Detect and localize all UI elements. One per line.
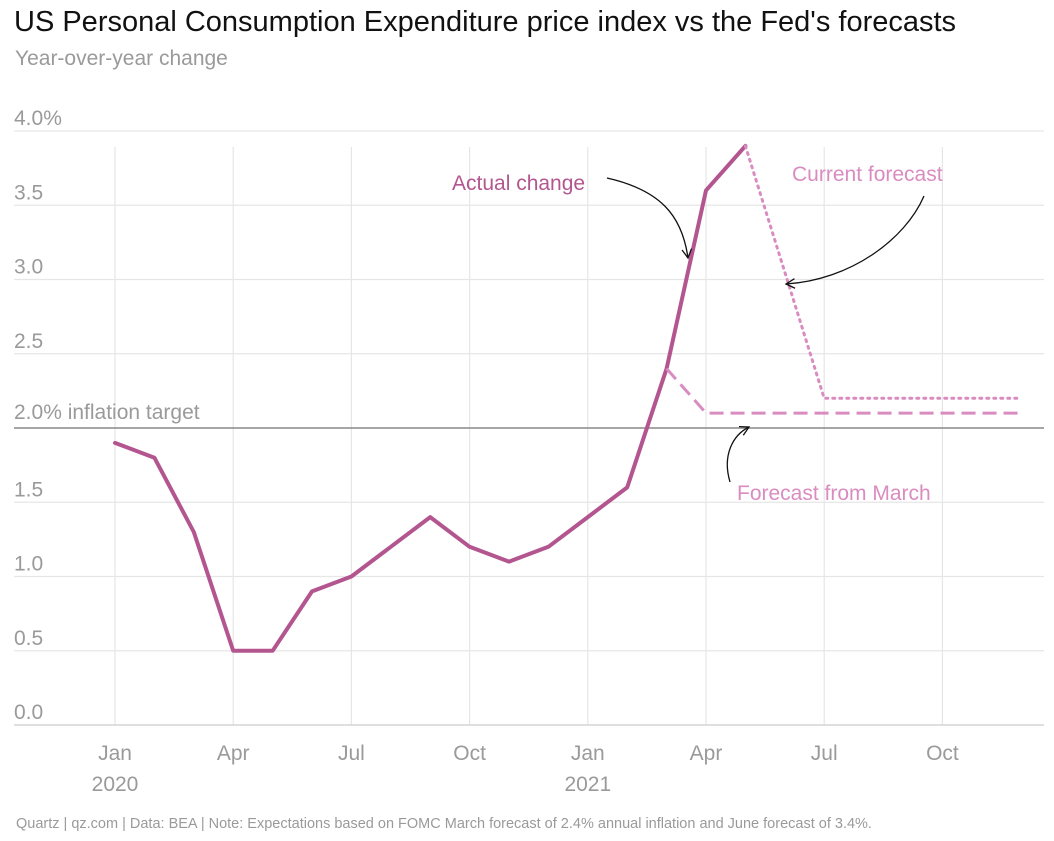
arrow-actual-change-icon [606,177,689,259]
y-tick-label: 3.5 [14,181,43,204]
series-line-actual [113,143,748,653]
x-tick-label: Jan [571,742,605,765]
y-tick-label: 2.5 [14,330,43,353]
x-axis-tick-labels: Jan 2020 Apr Jul Oct Jan 2021 Apr Jul Oct [92,742,959,796]
x-tick-year-label: 2021 [564,773,611,796]
y-tick-label: 3.0 [14,256,43,279]
x-tick-label: Oct [453,742,486,765]
arrow-actual-change-icon-head [681,248,693,260]
y-tick-label: 0.5 [14,627,43,650]
series-line-march_forecast [665,367,1022,415]
series-lines [113,143,1023,653]
y-tick-label: 0.0 [14,701,43,724]
y-tick-label: 4.0% [14,107,62,130]
x-tick-label: Jul [338,742,365,765]
x-tick-label: Jan [98,742,132,765]
annotations: Actual change Current forecast Forecast … [452,163,943,505]
annotation-current-forecast: Current forecast [792,163,943,186]
annotation-forecast-from-march: Forecast from March [737,482,931,505]
y-tick-label: 1.5 [14,478,43,501]
arrow-forecast-from-march-icon-head [738,425,751,436]
inflation-target-label: 2.0% inflation target [14,401,200,424]
x-tick-label: Jul [811,742,838,765]
chart-subtitle: Year-over-year change [15,47,228,70]
x-tick-label: Apr [217,742,250,765]
arrow-current-forecast-icon [785,195,925,285]
x-tick-label: Oct [926,742,959,765]
arrow-current-forecast-icon-head [784,278,796,289]
y-axis-tick-labels: 0.0 0.5 1.0 1.5 2.5 3.0 3.5 4.0% [14,107,62,724]
horizontal-gridlines [14,130,1044,726]
x-tick-label: Apr [690,742,723,765]
annotation-actual-change: Actual change [452,172,585,195]
arrow-forecast-from-march-icon [726,426,750,483]
y-tick-label: 1.0 [14,553,43,576]
x-tick-year-label: 2020 [92,773,139,796]
chart-title: US Personal Consumption Expenditure pric… [14,6,957,38]
chart-footer-note: Quartz | qz.com | Data: BEA | Note: Expe… [16,816,872,832]
annotation-arrows [606,177,925,483]
vertical-gridlines [114,147,944,725]
